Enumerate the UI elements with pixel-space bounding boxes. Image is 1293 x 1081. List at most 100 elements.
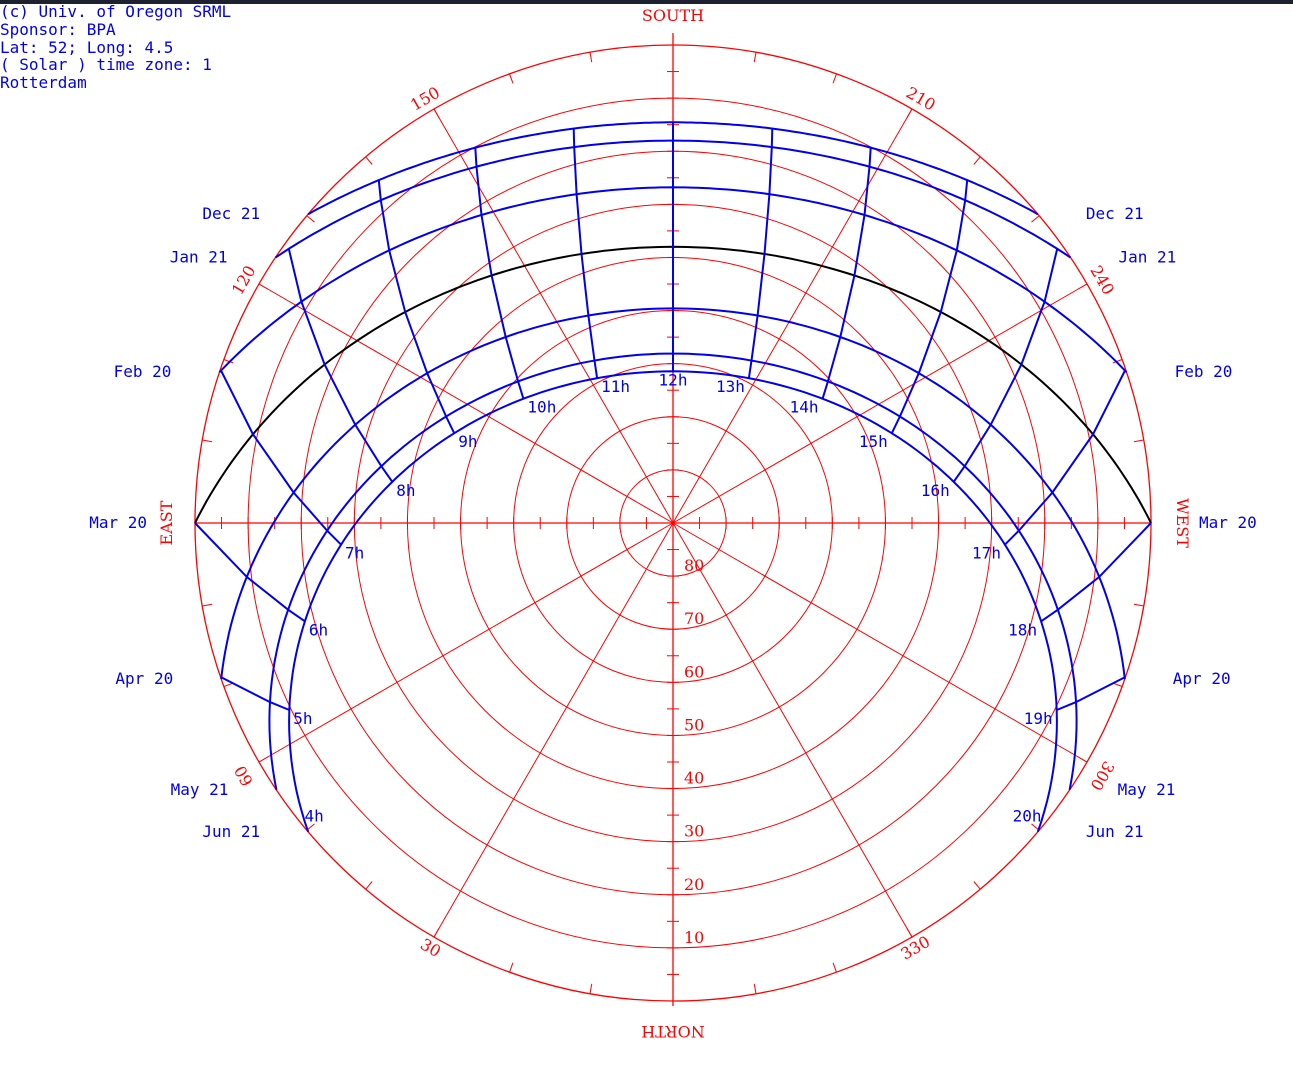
- hour-line-8: [287, 248, 394, 483]
- hour-label-11: 11h: [601, 377, 630, 396]
- hour-line-11: [572, 128, 599, 379]
- azimuth-tick: [1133, 603, 1144, 607]
- hour-label-6: 6h: [309, 620, 328, 639]
- azimuth-spoke-210: [672, 108, 913, 524]
- date-label-left: May 21: [171, 780, 229, 799]
- timezone-text: ( Solar ) time zone: 1: [0, 55, 212, 75]
- hour-label-14: 14h: [790, 398, 819, 417]
- date-label-left: Jun 21: [202, 822, 260, 841]
- azimuth-tick: [365, 881, 373, 890]
- azimuth-spoke-300: [672, 522, 1088, 763]
- date-label-right: Jan 21: [1118, 247, 1176, 266]
- azimuth-tick: [753, 983, 757, 994]
- hour-label-10: 10h: [527, 398, 556, 417]
- azimuth-tick: [906, 108, 913, 118]
- azimuth-tick: [1112, 359, 1123, 364]
- azimuth-spoke-120: [258, 283, 674, 524]
- altitude-label-70: 70: [684, 609, 704, 628]
- hour-label-9: 9h: [458, 432, 477, 451]
- hour-label-19: 19h: [1024, 709, 1053, 728]
- azimuth-tick: [509, 73, 514, 84]
- azimuth-tick: [258, 756, 268, 763]
- sponsor-text: Sponsor: BPA: [0, 19, 116, 39]
- azimuth-tick: [509, 962, 514, 973]
- hour-label-5: 5h: [293, 709, 312, 728]
- azimuth-tick: [1031, 215, 1040, 223]
- azimuth-tick: [973, 881, 981, 890]
- date-label-right: May 21: [1118, 780, 1176, 799]
- date-label-right: Feb 20: [1175, 362, 1233, 381]
- hour-label-4: 4h: [305, 806, 324, 825]
- azimuth-tick: [832, 962, 837, 973]
- altitude-label-30: 30: [684, 822, 704, 841]
- west-label: WEST: [1173, 498, 1192, 548]
- hour-label-16: 16h: [921, 481, 950, 500]
- altitude-label-60: 60: [684, 662, 704, 681]
- azimuth-tick: [202, 603, 213, 607]
- date-label-left: Mar 20: [89, 513, 147, 532]
- hour-line-10: [474, 147, 525, 399]
- azimuth-tick: [589, 983, 593, 994]
- azimuth-tick: [202, 439, 213, 443]
- hour-line-6: [194, 522, 306, 623]
- hour-label-20: 20h: [1013, 806, 1042, 825]
- date-label-left: Dec 21: [202, 204, 260, 223]
- azimuth-tick: [906, 928, 913, 938]
- hour-line-17: [1004, 370, 1126, 546]
- date-label-left: Apr 20: [115, 669, 173, 688]
- hour-label-15: 15h: [859, 432, 888, 451]
- altitude-label-50: 50: [684, 715, 704, 734]
- azimuth-spoke-330: [672, 522, 913, 938]
- east-label: EAST: [157, 500, 176, 545]
- sun-paths: [194, 121, 1152, 833]
- hour-line-9: [377, 180, 456, 434]
- hour-label-13: 13h: [716, 377, 745, 396]
- azimuth-label-330: 330: [897, 932, 933, 964]
- date-label-right: Jun 21: [1086, 822, 1144, 841]
- city-text: Rotterdam: [0, 73, 87, 93]
- azimuth-tick: [365, 156, 373, 165]
- azimuth-tick: [1078, 756, 1088, 763]
- north-label: NORTH: [641, 1022, 705, 1041]
- altitude-label-20: 20: [684, 875, 704, 894]
- south-label: SOUTH: [642, 6, 704, 25]
- date-label-left: Jan 21: [170, 247, 228, 266]
- azimuth-tick: [753, 52, 757, 63]
- date-label-left: Feb 20: [114, 362, 172, 381]
- hour-label-8: 8h: [396, 481, 415, 500]
- azimuth-tick: [973, 156, 981, 165]
- hour-label-7: 7h: [345, 544, 364, 563]
- azimuth-label-300: 300: [1086, 758, 1118, 794]
- azimuth-spoke-240: [672, 283, 1088, 524]
- location-text: Lat: 52; Long: 4.5: [0, 37, 174, 57]
- hour-label-18: 18h: [1008, 620, 1037, 639]
- azimuth-tick: [1133, 439, 1144, 443]
- hour-line-13: [747, 128, 774, 379]
- altitude-label-10: 10: [684, 928, 704, 947]
- azimuth-spoke-150: [433, 108, 674, 524]
- hour-line-19: [1056, 676, 1126, 711]
- hour-line-16: [952, 248, 1059, 483]
- copyright-text: (c) Univ. of Oregon SRML: [0, 2, 232, 21]
- azimuth-tick: [433, 108, 440, 118]
- altitude-label-80: 80: [684, 556, 704, 575]
- date-label-right: Dec 21: [1086, 204, 1144, 223]
- azimuth-label-210: 210: [903, 83, 939, 115]
- altitude-label-40: 40: [684, 769, 704, 788]
- hour-label-17: 17h: [972, 544, 1001, 563]
- azimuth-tick: [589, 52, 593, 63]
- hour-line-15: [890, 180, 969, 434]
- hour-line-18: [1040, 522, 1152, 623]
- hour-line-7: [220, 370, 342, 546]
- info-block: (c) Univ. of Oregon SRML Sponsor: BPA La…: [0, 3, 231, 92]
- hour-line-14: [821, 147, 872, 399]
- azimuth-tick: [223, 359, 234, 364]
- azimuth-label-30: 30: [417, 934, 444, 961]
- date-label-right: Apr 20: [1173, 669, 1231, 688]
- window-top-bar: [0, 0, 1293, 4]
- azimuth-label-60: 60: [230, 762, 257, 789]
- azimuth-tick: [306, 215, 315, 223]
- azimuth-tick: [258, 283, 268, 290]
- azimuth-spoke-60: [258, 522, 674, 763]
